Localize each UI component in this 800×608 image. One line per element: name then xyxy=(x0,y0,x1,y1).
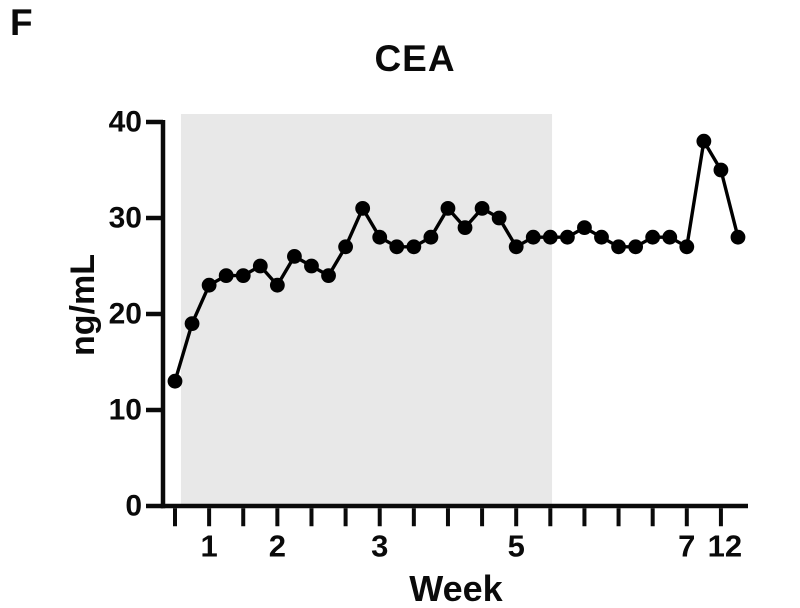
data-point-marker xyxy=(287,249,302,264)
y-tick-label: 40 xyxy=(109,106,142,139)
data-point-marker xyxy=(406,239,422,255)
data-point-marker xyxy=(645,229,661,245)
data-point-marker xyxy=(184,316,200,331)
x-tick-label: 3 xyxy=(371,529,388,564)
data-point-marker xyxy=(577,220,592,236)
x-tick-label: 12 xyxy=(708,529,742,564)
data-point-marker xyxy=(611,239,626,255)
data-point-marker xyxy=(679,239,695,255)
shaded-region xyxy=(180,114,553,506)
data-point-marker xyxy=(304,258,319,274)
data-point-marker xyxy=(321,268,336,283)
data-point-marker xyxy=(730,229,746,245)
data-point-marker xyxy=(201,277,217,293)
x-tick-label: 2 xyxy=(269,529,286,564)
data-point-marker xyxy=(338,239,353,255)
data-point-marker xyxy=(269,277,285,293)
data-point-marker xyxy=(252,258,268,274)
data-point-marker xyxy=(474,201,490,216)
panel-label: F xyxy=(10,2,33,43)
data-point-marker xyxy=(457,220,473,236)
data-point-marker xyxy=(713,162,729,178)
data-point-marker xyxy=(218,268,234,283)
chart-title: CEA xyxy=(374,38,456,79)
data-point-marker xyxy=(662,229,678,245)
data-point-marker xyxy=(491,210,507,226)
y-tick-label: 0 xyxy=(125,490,142,523)
x-tick-label: 1 xyxy=(200,529,217,564)
y-tick-label: 20 xyxy=(109,298,142,331)
y-axis-title: ng/mL xyxy=(64,254,102,356)
data-point-marker xyxy=(559,229,575,245)
x-tick-label: 5 xyxy=(508,529,525,564)
data-point-marker xyxy=(525,229,541,245)
data-point-marker xyxy=(696,133,712,149)
data-point-marker xyxy=(389,239,405,255)
data-point-marker xyxy=(628,239,644,255)
y-tick-label: 10 xyxy=(109,394,142,427)
data-point-marker xyxy=(440,201,456,216)
data-point-marker xyxy=(167,373,183,389)
x-tick-label: 7 xyxy=(678,529,695,564)
data-point-marker xyxy=(508,239,524,255)
data-point-marker xyxy=(355,201,371,216)
series-line xyxy=(173,139,740,383)
y-tick-label: 30 xyxy=(109,202,142,235)
data-point-marker xyxy=(423,229,439,245)
x-axis-title: Week xyxy=(409,568,503,608)
data-point-marker xyxy=(235,268,251,283)
data-point-marker xyxy=(372,229,388,245)
data-point-marker xyxy=(542,229,558,245)
data-point-marker xyxy=(594,229,609,245)
